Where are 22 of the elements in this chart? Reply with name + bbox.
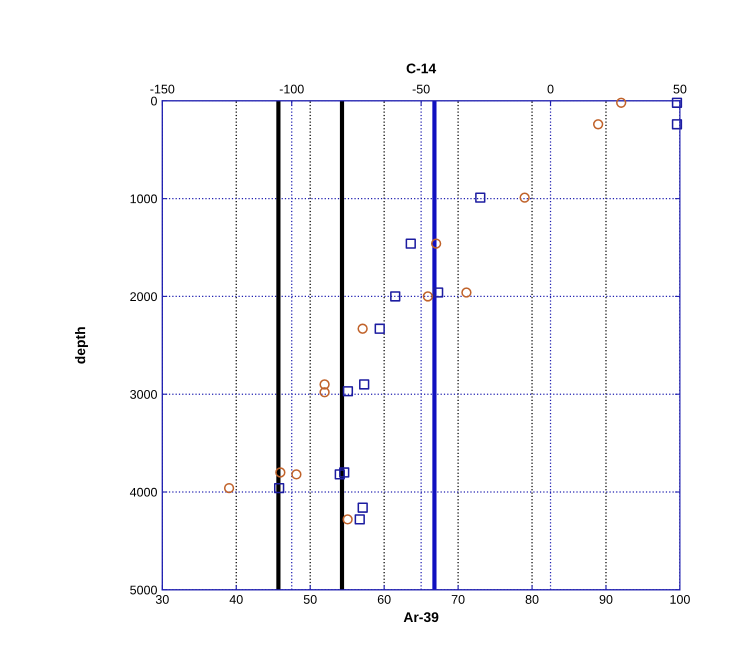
x2-tick-label: -150 xyxy=(150,84,174,94)
x-tick-label: 60 xyxy=(378,594,391,604)
y-tick-label: 0 xyxy=(150,96,157,106)
x2-tick-label: -100 xyxy=(280,84,304,94)
x2-axis-title: C-14 xyxy=(406,64,436,74)
x-tick-label: 40 xyxy=(230,594,243,604)
x-tick-label: 70 xyxy=(452,594,465,604)
y-tick-label: 1000 xyxy=(130,194,157,204)
y-tick-label: 2000 xyxy=(130,292,157,302)
x-tick-label: 80 xyxy=(526,594,539,604)
y-tick-label: 4000 xyxy=(130,488,157,497)
x2-tick-label: -50 xyxy=(412,84,430,94)
y-tick-label: 5000 xyxy=(130,586,157,594)
y-tick-label: 3000 xyxy=(130,390,157,399)
y-axis-title: depth xyxy=(75,327,88,364)
x-tick-label: 30 xyxy=(156,594,169,604)
x-tick-label: 100 xyxy=(670,594,690,604)
x-axis-title: Ar-39 xyxy=(404,612,438,622)
x2-tick-label: 50 xyxy=(673,84,686,94)
x-tick-label: 50 xyxy=(304,594,317,604)
x-tick-label: 90 xyxy=(600,594,612,604)
x2-tick-label: 0 xyxy=(548,84,554,94)
